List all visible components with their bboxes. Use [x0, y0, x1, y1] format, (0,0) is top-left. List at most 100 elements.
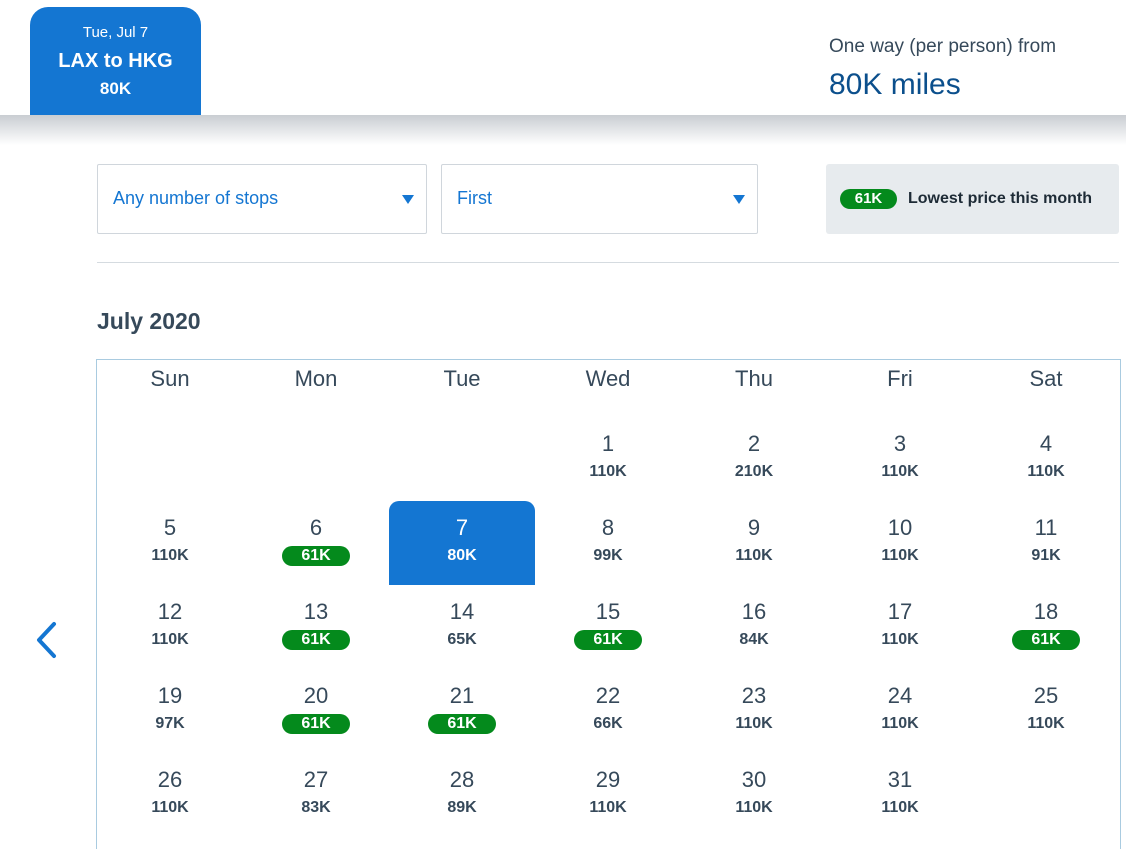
calendar-day-15[interactable]: 15 61K [535, 585, 681, 669]
stops-select[interactable]: Any number of stops [97, 164, 427, 234]
calendar-day-29[interactable]: 29 110K [535, 753, 681, 837]
calendar-day-8[interactable]: 8 99K [535, 501, 681, 585]
stops-select-value: Any number of stops [113, 188, 279, 208]
day-number: 26 [157, 767, 183, 792]
day-price: 110K [881, 547, 919, 564]
day-price: 110K [589, 463, 627, 480]
weekday-header: Thu [735, 366, 773, 391]
calendar-day-5[interactable]: 5 110K [97, 501, 243, 585]
top-bar: Tue, Jul 7 LAX to HKG 80K One way (per p… [0, 0, 1126, 115]
day-price: 61K [1012, 630, 1080, 650]
calendar-day-20[interactable]: 20 61K [243, 669, 389, 753]
day-number: 19 [157, 683, 183, 708]
day-price: 110K [881, 715, 919, 732]
day-price: 110K [589, 799, 627, 816]
day-number: 28 [449, 767, 475, 792]
caret-down-icon [402, 195, 414, 204]
weekday-header: Sun [150, 366, 190, 391]
top-bar-shadow [0, 115, 1126, 145]
calendar-day-7[interactable]: 7 80K [389, 501, 535, 585]
calendar-day-12[interactable]: 12 110K [97, 585, 243, 669]
weekday-header: Fri [887, 366, 913, 391]
calendar-day-22[interactable]: 22 66K [535, 669, 681, 753]
day-number: 22 [595, 683, 621, 708]
day-number: 17 [887, 599, 913, 624]
calendar-day-18[interactable]: 18 61K [973, 585, 1119, 669]
fare-label: One way (per person) from [829, 36, 1057, 57]
day-price: 83K [301, 799, 331, 816]
day-price: 110K [151, 799, 189, 816]
day-price: 110K [881, 631, 919, 648]
calendar-day-25[interactable]: 25 110K [973, 669, 1119, 753]
day-number: 20 [303, 683, 329, 708]
weekday-header: Mon [294, 366, 338, 391]
day-price: 61K [282, 546, 350, 566]
calendar-day-26[interactable]: 26 110K [97, 753, 243, 837]
day-number: 9 [747, 515, 761, 540]
day-price: 91K [1031, 547, 1061, 564]
day-number: 5 [163, 515, 177, 540]
day-price: 61K [282, 714, 350, 734]
calendar-day-14[interactable]: 14 65K [389, 585, 535, 669]
lowest-price-badge: 61K [840, 189, 897, 209]
day-number: 3 [893, 431, 907, 456]
day-number: 13 [303, 599, 329, 624]
cabin-select-value: First [457, 188, 492, 208]
caret-down-icon [733, 195, 745, 204]
calendar-day-9[interactable]: 9 110K [681, 501, 827, 585]
trip-route: LAX to HKG [58, 50, 173, 72]
day-number: 15 [595, 599, 621, 624]
day-price: 110K [151, 547, 189, 564]
trip-date: Tue, Jul 7 [82, 24, 149, 41]
day-number: 31 [887, 767, 913, 792]
day-price: 110K [1027, 715, 1065, 732]
calendar-day-19[interactable]: 19 97K [97, 669, 243, 753]
day-number: 12 [157, 599, 183, 624]
calendar-day-27[interactable]: 27 83K [243, 753, 389, 837]
day-price: 61K [574, 630, 642, 650]
calendar-day-11[interactable]: 11 91K [973, 501, 1119, 585]
lowest-price-legend: 61K Lowest price this month [826, 164, 1119, 234]
day-price: 110K [881, 463, 919, 480]
day-price: 65K [447, 631, 477, 648]
day-price: 84K [739, 631, 769, 648]
calendar-day-24[interactable]: 24 110K [827, 669, 973, 753]
calendar-day-31[interactable]: 31 110K [827, 753, 973, 837]
day-number: 1 [601, 431, 615, 456]
calendar-day-6[interactable]: 6 61K [243, 501, 389, 585]
calendar-day-1[interactable]: 1 110K [535, 417, 681, 501]
calendar-day-3[interactable]: 3 110K [827, 417, 973, 501]
fare-value: 80K miles [829, 68, 961, 101]
day-price: 110K [735, 547, 773, 564]
cabin-select[interactable]: First [441, 164, 758, 234]
calendar-day-4[interactable]: 4 110K [973, 417, 1119, 501]
day-number: 25 [1033, 683, 1059, 708]
day-number: 24 [887, 683, 913, 708]
day-number: 7 [455, 515, 469, 540]
weekday-header: Sat [1029, 366, 1063, 391]
calendar-day-16[interactable]: 16 84K [681, 585, 827, 669]
day-price: 99K [593, 547, 623, 564]
lowest-price-text: Lowest price this month [908, 190, 1093, 207]
chevron-left-icon[interactable] [30, 620, 66, 660]
calendar-day-10[interactable]: 10 110K [827, 501, 973, 585]
day-number: 14 [449, 599, 475, 624]
day-number: 2 [747, 431, 761, 456]
day-number: 21 [449, 683, 475, 708]
calendar-day-21[interactable]: 21 61K [389, 669, 535, 753]
day-number: 6 [309, 515, 323, 540]
day-price: 110K [151, 631, 189, 648]
calendar-day-23[interactable]: 23 110K [681, 669, 827, 753]
calendar-day-28[interactable]: 28 89K [389, 753, 535, 837]
day-number: 10 [887, 515, 913, 540]
calendar-day-2[interactable]: 2 210K [681, 417, 827, 501]
month-title: July 2020 [97, 308, 201, 334]
calendar-day-30[interactable]: 30 110K [681, 753, 827, 837]
day-number: 29 [595, 767, 621, 792]
calendar-day-17[interactable]: 17 110K [827, 585, 973, 669]
trip-tab-lax-hkg[interactable]: Tue, Jul 7 LAX to HKG 80K [30, 7, 201, 115]
day-number: 30 [741, 767, 767, 792]
weekday-header: Wed [585, 366, 631, 391]
calendar-day-13[interactable]: 13 61K [243, 585, 389, 669]
day-number: 27 [303, 767, 329, 792]
